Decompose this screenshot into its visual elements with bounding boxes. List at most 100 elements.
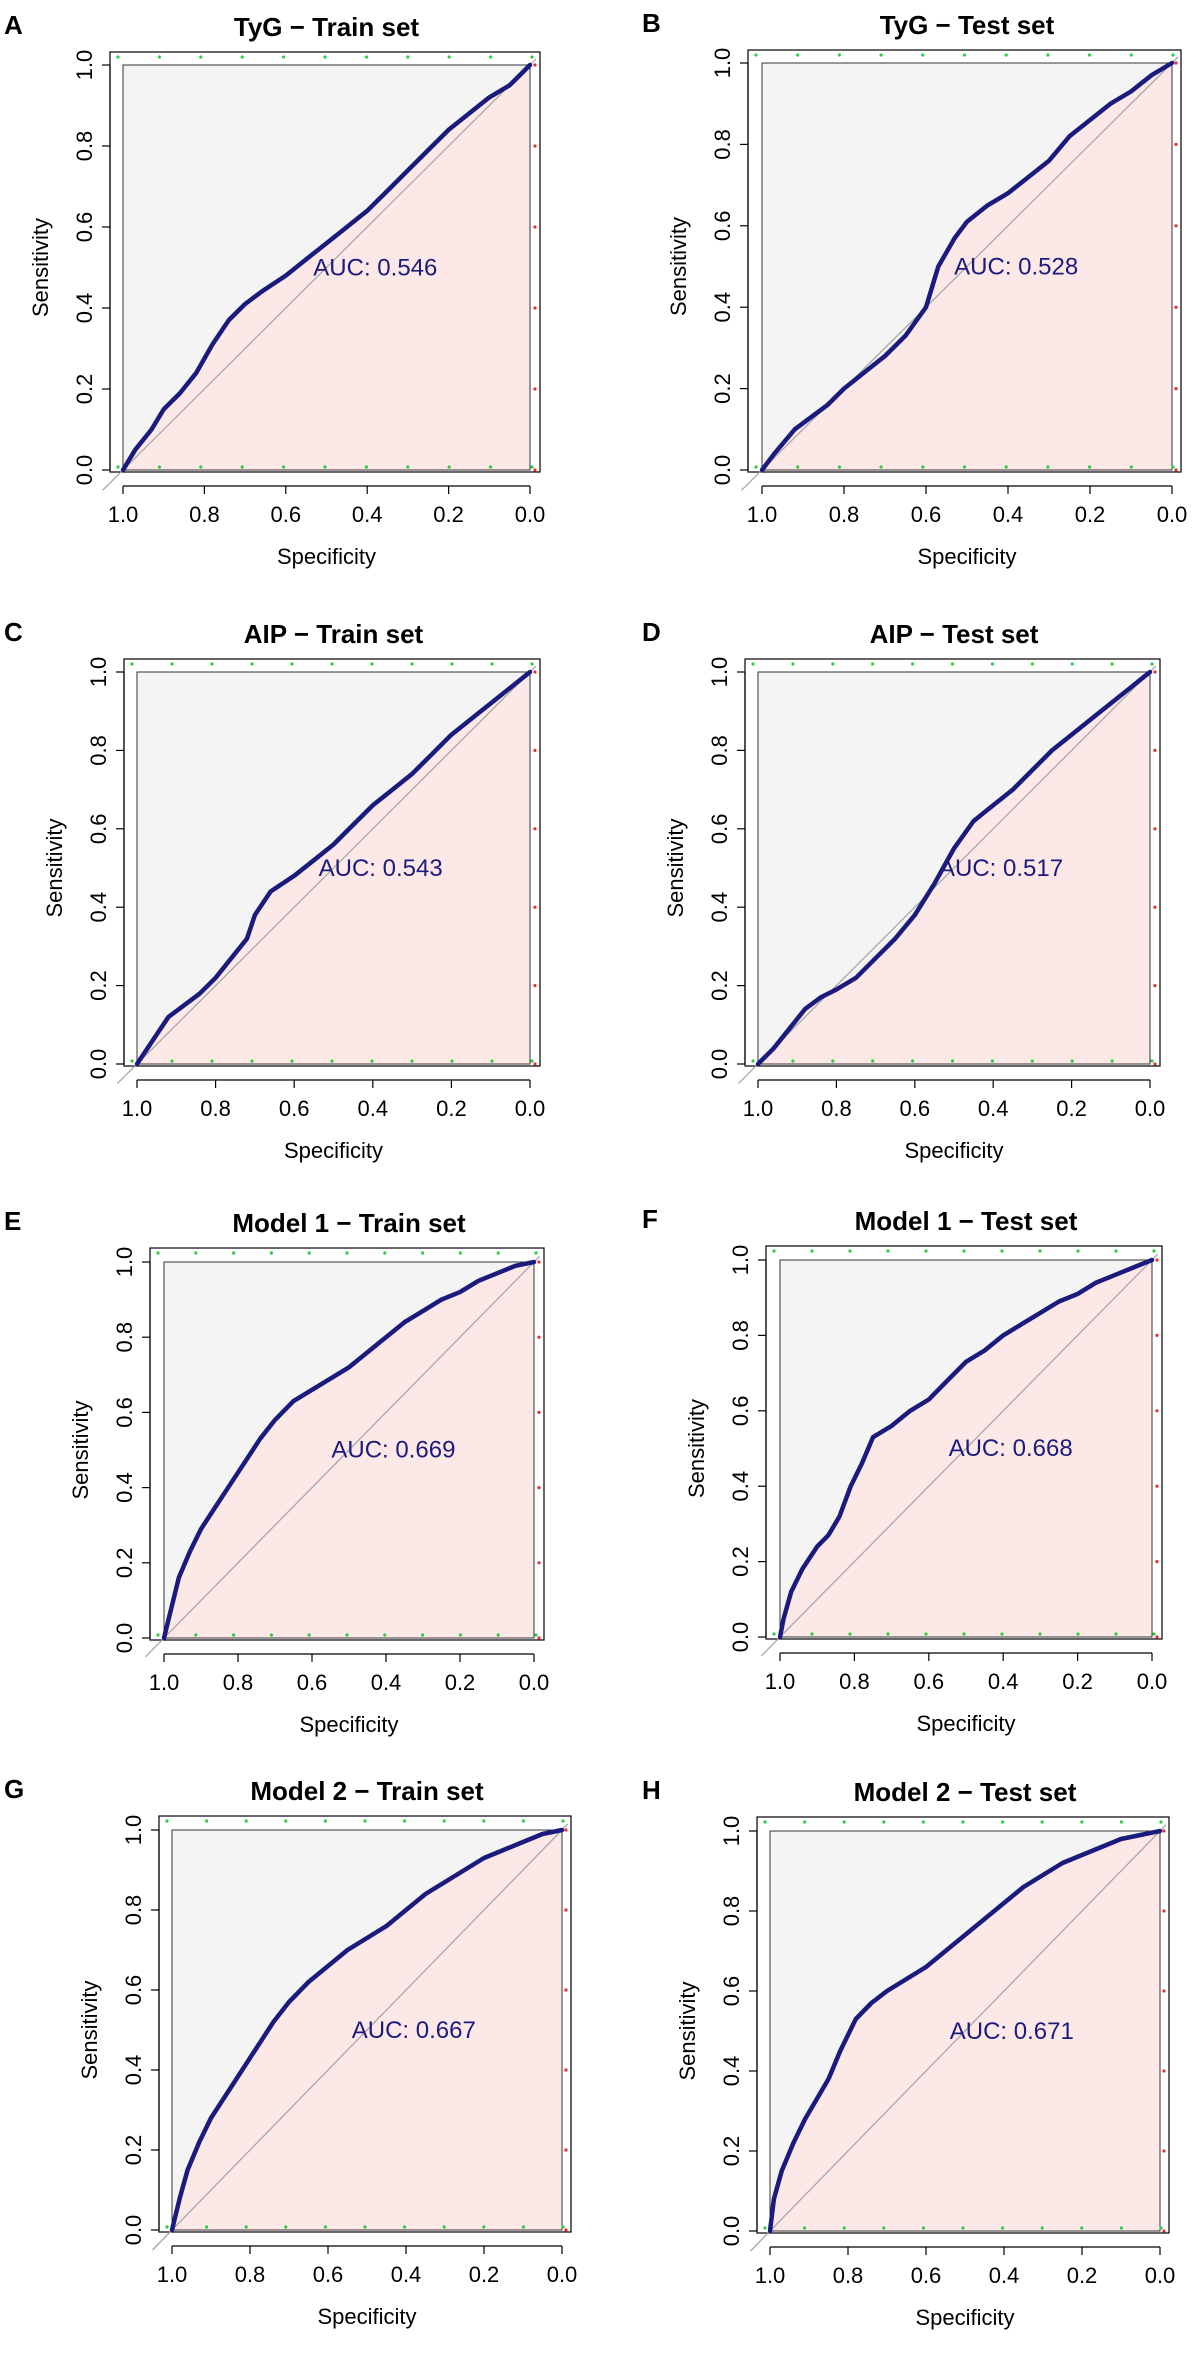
frame-dot-bottom	[763, 2226, 767, 2230]
frame-dot-top	[561, 1819, 565, 1823]
frame-dot-bottom	[848, 1632, 852, 1636]
y-tick-label: 0.6	[72, 212, 97, 243]
y-tick-label: 0.4	[112, 1472, 137, 1503]
frame-dot-bottom	[751, 1059, 755, 1063]
x-axis-title: Specificity	[917, 544, 1016, 569]
y-tick-label: 0.4	[72, 293, 97, 324]
chart-title: TyG − Train set	[234, 12, 420, 42]
frame-dot-bottom	[1001, 2226, 1005, 2230]
frame-dot-right	[533, 225, 537, 229]
frame-dot-bottom	[458, 1633, 462, 1637]
x-axis-title: Specificity	[904, 1138, 1003, 1163]
frame-dot-top	[1040, 1820, 1044, 1824]
frame-dot-bottom	[210, 1059, 214, 1063]
frame-dot-top	[307, 1251, 311, 1255]
x-tick-label: 0.8	[189, 502, 220, 527]
y-tick-label: 0.8	[121, 1895, 146, 1926]
frame-dot-bottom	[950, 1059, 955, 1063]
frame-dot-top	[130, 662, 134, 666]
frame-dot-top	[157, 55, 161, 59]
frame-dot-top	[772, 1249, 776, 1253]
x-tick-label: 0.4	[358, 1096, 389, 1121]
roc-panel-h: 0.0 0.2 0.4 0.6 0.8 1.0 1.0 0.8 0.6 0.4 0.2 0.0 Spec…	[642, 1775, 1175, 2330]
frame-dot-top	[879, 53, 883, 57]
frame-dot-top	[534, 1251, 538, 1255]
frame-dot-bottom	[442, 2225, 446, 2229]
y-tick-label: 0.6	[719, 1976, 744, 2007]
frame-dot-right	[564, 1988, 568, 1992]
y-tick-label: 0.0	[710, 455, 735, 486]
frame-dot-top	[1004, 53, 1008, 57]
frame-dot-top	[754, 53, 758, 57]
chart-title: AIP − Train set	[244, 619, 424, 649]
frame-dot-right	[1162, 1989, 1166, 1993]
frame-dot-bottom	[754, 465, 758, 469]
frame-dot-top	[490, 662, 494, 666]
frame-dot-bottom	[1088, 465, 1092, 469]
frame-dot-bottom	[1114, 1632, 1118, 1636]
frame-dot-bottom	[924, 1632, 928, 1636]
frame-dot-right	[1153, 984, 1157, 988]
frame-dot-top	[1171, 53, 1175, 57]
x-tick-label: 0.0	[547, 2262, 578, 2287]
frame-dot-bottom	[157, 465, 161, 469]
frame-dot-bottom	[490, 1059, 494, 1063]
frame-dot-right	[1155, 1333, 1159, 1337]
auc-label: AUC: 0.546	[313, 255, 437, 282]
frame-dot-bottom	[962, 465, 967, 469]
frame-dot-right	[537, 1410, 541, 1414]
x-tick-label: 0.4	[988, 1669, 1019, 1694]
frame-dot-bottom	[170, 1059, 174, 1063]
frame-dot-bottom	[534, 1633, 538, 1637]
x-axis-title: Specificity	[277, 544, 376, 569]
frame-dot-top	[284, 1819, 288, 1823]
frame-dot-bottom	[345, 1633, 349, 1637]
y-tick-label: 1.0	[72, 50, 97, 81]
frame-dot-right	[1153, 670, 1157, 674]
frame-dot-right	[537, 1260, 541, 1264]
y-tick-label: 0.2	[72, 374, 97, 405]
y-tick-label: 0.2	[86, 970, 111, 1001]
frame-dot-top	[363, 1819, 367, 1823]
chance-diagonal	[145, 1255, 541, 1658]
frame-dot-top	[1001, 1820, 1005, 1824]
frame-dot-right	[533, 748, 537, 753]
x-tick-label: 0.6	[271, 502, 302, 527]
frame-dot-top	[210, 662, 214, 666]
x-tick-label: 0.4	[978, 1096, 1009, 1121]
y-tick-label: 0.6	[728, 1396, 753, 1427]
frame-dot-right	[1174, 305, 1178, 309]
frame-dot-top	[1076, 1249, 1080, 1253]
frame-dot-bottom	[810, 1632, 814, 1636]
frame-dot-right	[1162, 1829, 1166, 1833]
frame-dot-bottom	[561, 2225, 565, 2229]
y-axis-title: Sensitivity	[675, 1981, 700, 2080]
x-tick-label: 1.0	[765, 1669, 796, 1694]
frame-dot-top	[1119, 1820, 1123, 1824]
roc-panel-e: 0.0 0.2 0.4 0.6 0.8 1.0 1.0 0.8 0.6 0.4 0.2 0.0 Spec…	[4, 1206, 549, 1737]
chart-title: Model 1 − Train set	[232, 1208, 466, 1238]
frame-dot-bottom	[290, 1059, 294, 1063]
y-axis-title: Sensitivity	[42, 818, 67, 917]
unit-square-box	[171, 1829, 563, 2231]
frame-dot-top	[1046, 53, 1050, 57]
frame-dot-bottom	[1030, 1059, 1034, 1063]
frame-dot-top	[458, 1251, 462, 1255]
y-tick-label: 0.2	[707, 970, 732, 1001]
frame-dot-top	[1080, 1820, 1084, 1824]
chance-diagonal	[102, 58, 537, 491]
frame-dot-right	[564, 2228, 568, 2232]
frame-dot-bottom	[1076, 1632, 1080, 1636]
chance-diagonal	[750, 1824, 1167, 2252]
frame-dot-top	[194, 1251, 198, 1255]
frame-dot-top	[921, 1820, 926, 1824]
frame-dot-bottom	[421, 1633, 425, 1637]
frame-dot-bottom	[1159, 2226, 1163, 2230]
frame-dot-right	[1153, 905, 1157, 909]
frame-dot-top	[403, 1819, 407, 1823]
roc-panel-a: 0.0 0.2 0.4 0.6 0.8 1.0 1.0 0.8 0.6 0.4 0.2 0.0 Spec…	[4, 10, 545, 569]
frame-dot-top	[406, 55, 410, 59]
frame-dot-top	[1070, 662, 1074, 666]
y-axis-title: Sensitivity	[28, 218, 53, 317]
y-tick-label: 1.0	[121, 1815, 146, 1846]
